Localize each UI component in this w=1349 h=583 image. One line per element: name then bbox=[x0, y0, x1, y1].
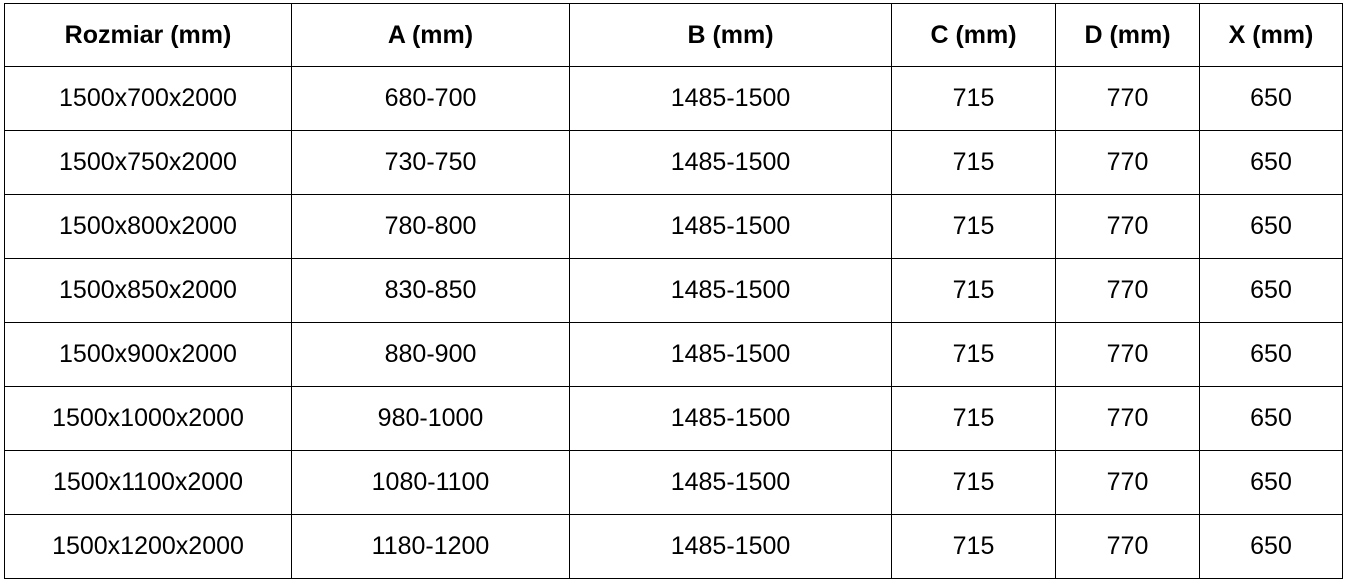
table-cell: 715 bbox=[891, 322, 1056, 387]
table-cell: 1485-1500 bbox=[569, 258, 892, 323]
table-cell: 1500x1200x2000 bbox=[4, 514, 292, 579]
table-cell: 1500x700x2000 bbox=[4, 66, 292, 131]
column-header: B (mm) bbox=[569, 3, 892, 67]
table-cell: 1485-1500 bbox=[569, 130, 892, 195]
table-row: 1500x800x2000 780-800 1485-1500 715 770 650 bbox=[4, 194, 1343, 259]
table-cell: 650 bbox=[1199, 322, 1343, 387]
table-cell: 830-850 bbox=[291, 258, 570, 323]
table-cell: 1485-1500 bbox=[569, 514, 892, 579]
table-cell: 770 bbox=[1055, 450, 1200, 515]
table-cell: 650 bbox=[1199, 450, 1343, 515]
table-cell: 715 bbox=[891, 450, 1056, 515]
table-cell: 650 bbox=[1199, 130, 1343, 195]
column-header: D (mm) bbox=[1055, 3, 1200, 67]
table-cell: 1500x1000x2000 bbox=[4, 386, 292, 451]
column-header: A (mm) bbox=[291, 3, 570, 67]
table-row: 1500x1100x2000 1080-1100 1485-1500 715 770 65… bbox=[4, 450, 1343, 515]
table-row: 1500x750x2000 730-750 1485-1500 715 770 650 bbox=[4, 130, 1343, 195]
table-cell: 770 bbox=[1055, 514, 1200, 579]
dimensions-table: Rozmiar (mm) A (mm) B (mm) C (mm) D (mm) X (m… bbox=[4, 3, 1343, 579]
table-cell: 650 bbox=[1199, 386, 1343, 451]
table-cell: 650 bbox=[1199, 66, 1343, 131]
table-cell: 1500x1100x2000 bbox=[4, 450, 292, 515]
table-row: 1500x850x2000 830-850 1485-1500 715 770 650 bbox=[4, 258, 1343, 323]
table-cell: 650 bbox=[1199, 514, 1343, 579]
table-cell: 650 bbox=[1199, 258, 1343, 323]
header-row: Rozmiar (mm) A (mm) B (mm) C (mm) D (mm) X (m… bbox=[4, 3, 1343, 67]
table-cell: 1485-1500 bbox=[569, 450, 892, 515]
table-cell: 770 bbox=[1055, 386, 1200, 451]
table-cell: 980-1000 bbox=[291, 386, 570, 451]
table-cell: 1485-1500 bbox=[569, 194, 892, 259]
table-cell: 770 bbox=[1055, 322, 1200, 387]
table-cell: 770 bbox=[1055, 194, 1200, 259]
table-cell: 1485-1500 bbox=[569, 66, 892, 131]
table-cell: 650 bbox=[1199, 194, 1343, 259]
column-header: Rozmiar (mm) bbox=[4, 3, 292, 67]
table-cell: 715 bbox=[891, 130, 1056, 195]
table-cell: 715 bbox=[891, 194, 1056, 259]
table-cell: 770 bbox=[1055, 130, 1200, 195]
table-cell: 780-800 bbox=[291, 194, 570, 259]
table-cell: 730-750 bbox=[291, 130, 570, 195]
table-cell: 770 bbox=[1055, 258, 1200, 323]
table-cell: 1485-1500 bbox=[569, 386, 892, 451]
table-cell: 715 bbox=[891, 514, 1056, 579]
table-row: 1500x1000x2000 980-1000 1485-1500 715 770 650 bbox=[4, 386, 1343, 451]
table-cell: 1500x800x2000 bbox=[4, 194, 292, 259]
table-cell: 1080-1100 bbox=[291, 450, 570, 515]
table-cell: 715 bbox=[891, 66, 1056, 131]
table-cell: 1500x900x2000 bbox=[4, 322, 292, 387]
table-cell: 880-900 bbox=[291, 322, 570, 387]
table-cell: 770 bbox=[1055, 66, 1200, 131]
table-cell: 1485-1500 bbox=[569, 322, 892, 387]
table-cell: 715 bbox=[891, 258, 1056, 323]
table-row: 1500x1200x2000 1180-1200 1485-1500 715 770 65… bbox=[4, 514, 1343, 579]
table-cell: 715 bbox=[891, 386, 1056, 451]
column-header: C (mm) bbox=[891, 3, 1056, 67]
table-cell: 680-700 bbox=[291, 66, 570, 131]
column-header: X (mm) bbox=[1199, 3, 1343, 67]
table-row: 1500x700x2000 680-700 1485-1500 715 770 650 bbox=[4, 66, 1343, 131]
table-cell: 1500x850x2000 bbox=[4, 258, 292, 323]
table-cell: 1180-1200 bbox=[291, 514, 570, 579]
table-row: 1500x900x2000 880-900 1485-1500 715 770 650 bbox=[4, 322, 1343, 387]
table-cell: 1500x750x2000 bbox=[4, 130, 292, 195]
